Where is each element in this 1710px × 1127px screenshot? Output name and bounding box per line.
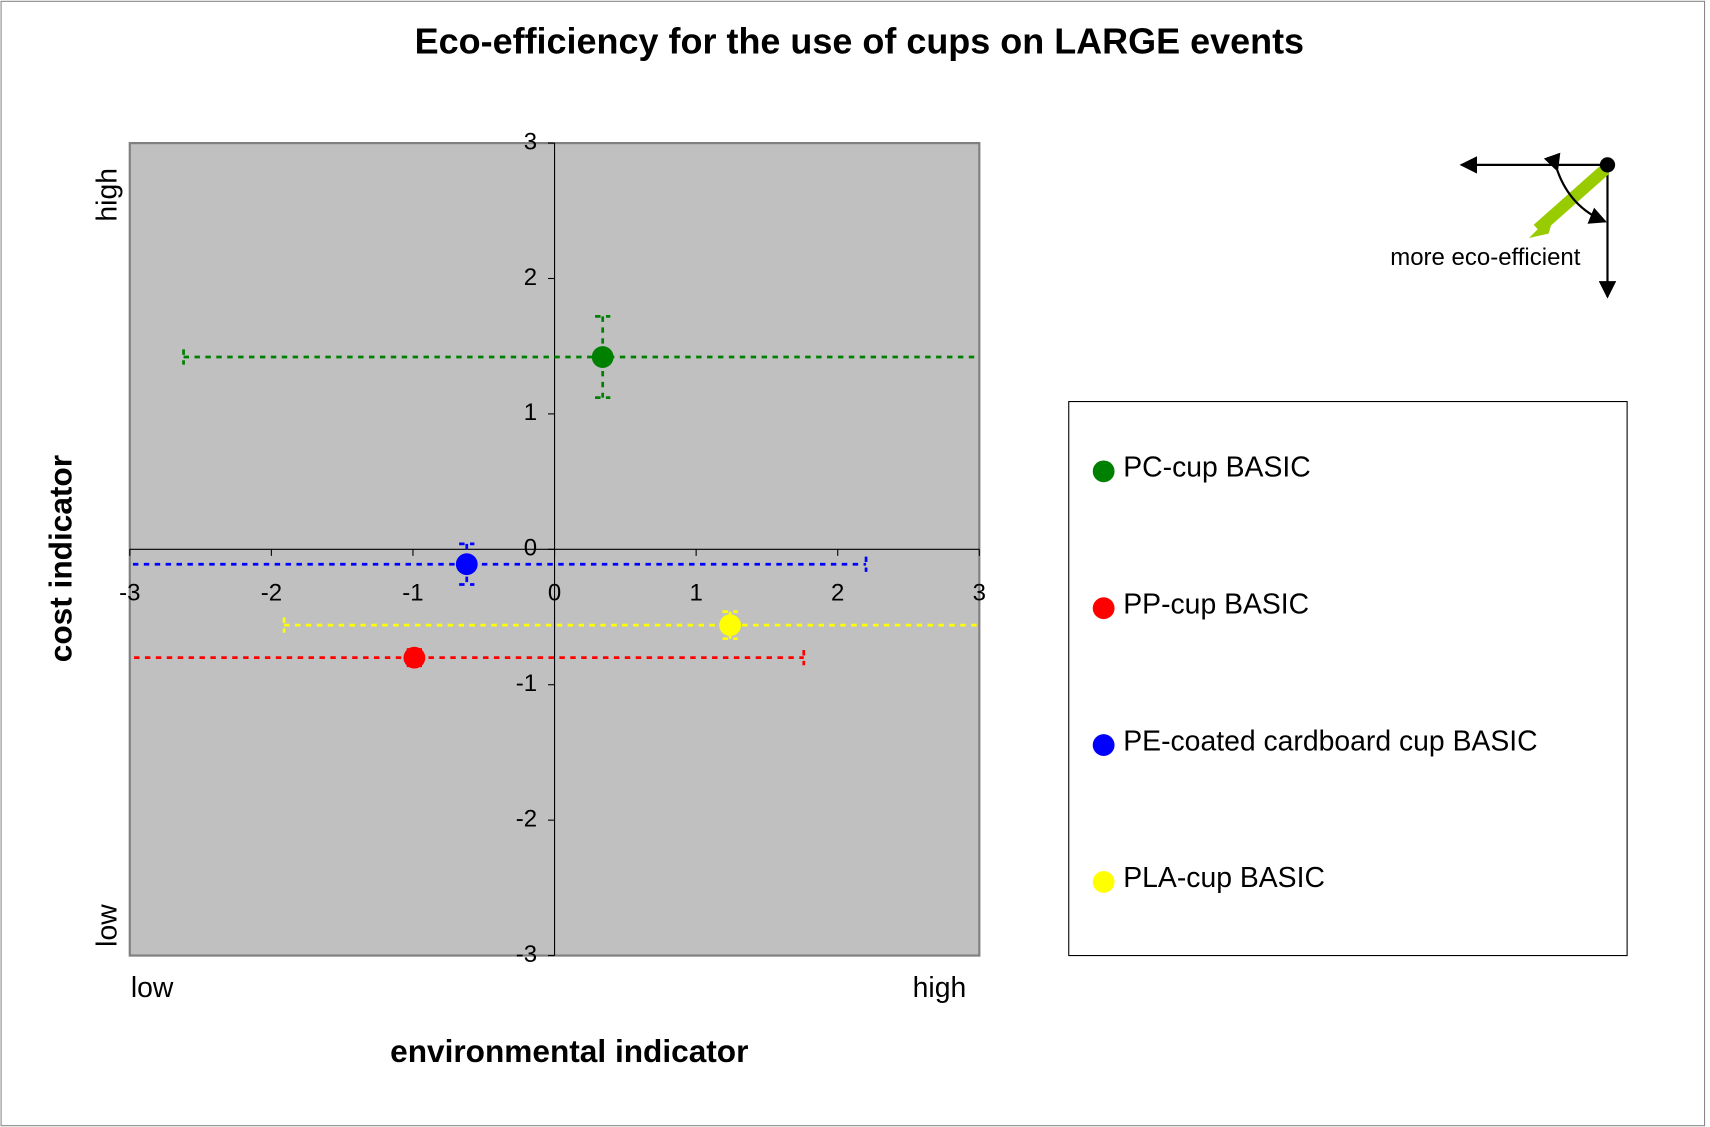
- legend-marker: [1092, 597, 1115, 620]
- x-tick-label: -2: [261, 579, 282, 606]
- legend-marker: [1092, 734, 1115, 756]
- y-error-bar: [459, 542, 475, 586]
- y-tick-label: 2: [524, 264, 537, 291]
- y-end-label: high: [92, 168, 124, 222]
- x-tick-label: 3: [973, 579, 986, 606]
- plot-marks: [129, 315, 980, 669]
- legend-marker: [1092, 460, 1115, 483]
- point: [455, 553, 478, 576]
- legend-label: PLA-cup BASIC: [1123, 862, 1325, 894]
- x-end-label: high: [913, 972, 967, 1004]
- y-tick-label: -3: [516, 941, 537, 968]
- legend-label: PC-cup BASIC: [1123, 452, 1310, 484]
- x-tick-label: -3: [119, 579, 140, 606]
- legend: [1068, 401, 1628, 957]
- y-error-bar: [595, 315, 611, 400]
- point: [403, 646, 426, 669]
- annotation: more eco-efficient: [1390, 244, 1581, 271]
- x-axis-label: environmental indicator: [390, 1033, 748, 1069]
- y-end-label: low: [92, 904, 124, 947]
- chart-title: Eco-efficiency for the use of cups on LA…: [415, 20, 1304, 61]
- legend-label: PE-coated cardboard cup BASIC: [1123, 725, 1537, 757]
- x-tick-label: 2: [831, 579, 844, 606]
- y-tick-label: 1: [524, 399, 537, 426]
- point: [719, 614, 742, 637]
- x-error-bar: [282, 617, 980, 633]
- x-tick-label: 0: [548, 579, 561, 606]
- legend-marker: [1092, 871, 1115, 893]
- point: [591, 346, 614, 368]
- legend-label: PP-cup BASIC: [1123, 589, 1309, 621]
- y-tick-label: -1: [516, 670, 537, 697]
- x-tick-label: -1: [402, 579, 423, 606]
- x-tick-label: 1: [689, 579, 702, 606]
- y-tick-label: 3: [524, 128, 537, 155]
- x-end-label: low: [131, 972, 174, 1004]
- y-tick-label: 0: [524, 535, 537, 562]
- x-error-bar: [129, 556, 868, 572]
- y-axis-label: cost indicator: [43, 455, 79, 662]
- x-error-bar: [129, 650, 806, 666]
- y-tick-label: -2: [516, 805, 537, 832]
